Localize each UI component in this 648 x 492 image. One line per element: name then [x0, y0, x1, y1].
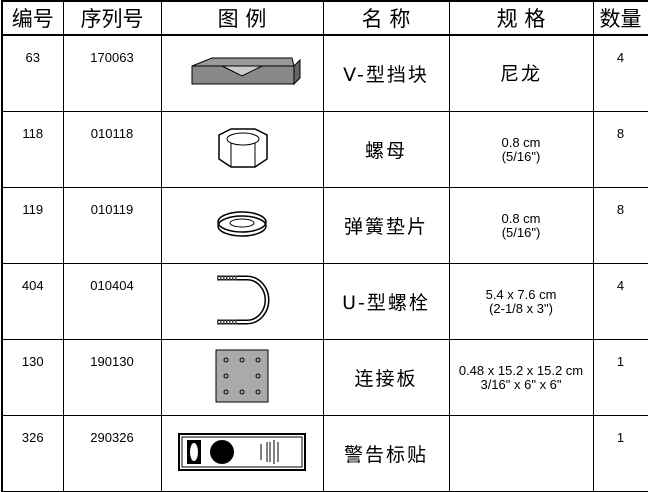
spec-line: (5/16") — [501, 148, 541, 164]
spec-line: (2-1/8 x 3") — [489, 300, 553, 316]
serial-cell: 010118 — [62, 111, 162, 188]
spec-cell: 尼龙 — [448, 34, 594, 112]
header-cell: 规 格 — [448, 0, 594, 36]
id-cell: 118 — [1, 111, 64, 188]
spec-cell: 0.8 cm (5/16") — [448, 187, 594, 264]
qty-cell: 4 — [592, 263, 648, 340]
table-row: 63 170063 V-型挡块 尼龙 4 — [1, 34, 648, 112]
table-row: 119 010119 弹簧垫片 0.8 cm (5/16") 8 — [1, 187, 648, 264]
qty-cell: 4 — [592, 34, 648, 112]
table-row: 404 010404 U-型螺栓 5.4 x 7.6 cm (2-1/8 x 3") 4 — [1, 263, 648, 340]
spec-cell: 5.4 x 7.6 cm (2-1/8 x 3") — [448, 263, 594, 340]
id-cell: 404 — [1, 263, 64, 340]
header-cell: 数量 — [592, 0, 648, 36]
header-cell: 编号 — [1, 0, 64, 36]
name-cell: U-型螺栓 — [322, 263, 450, 340]
serial-cell: 010404 — [62, 263, 162, 340]
icon-cell — [160, 415, 324, 492]
id-cell: 130 — [1, 339, 64, 416]
nut-icon — [218, 128, 268, 168]
icon-cell — [160, 263, 324, 340]
header-row: 编号 序列号 图 例 名 称 规 格 数量 — [1, 0, 648, 36]
spec-cell: 0.8 cm (5/16") — [448, 111, 594, 188]
icon-cell — [160, 339, 324, 416]
spec-line: 尼龙 — [499, 62, 542, 85]
spec-line: 0.8 cm — [501, 134, 541, 150]
header-cell: 名 称 — [322, 0, 450, 36]
lock-washer-icon — [217, 211, 267, 237]
icon-cell — [160, 34, 324, 112]
name-cell: V-型挡块 — [322, 34, 450, 112]
table-row: 130 190130 连接板 0.48 x 15.2 x 15.2 cm 3/16" x… — [1, 339, 648, 416]
v-block-icon — [191, 57, 301, 86]
spec-line: (5/16") — [501, 224, 541, 240]
header-cell: 图 例 — [160, 0, 324, 36]
icon-cell — [160, 111, 324, 188]
spec-cell: 0.48 x 15.2 x 15.2 cm 3/16" x 6" x 6" — [448, 339, 594, 416]
table-row: 118 010118 螺母 0.8 cm (5/16") 8 — [1, 111, 648, 188]
id-cell: 119 — [1, 187, 64, 264]
name-cell: 警告标贴 — [322, 415, 450, 492]
serial-cell: 190130 — [62, 339, 162, 416]
qty-cell: 8 — [592, 187, 648, 264]
spec-line: 0.8 cm — [501, 210, 541, 226]
name-cell: 螺母 — [322, 111, 450, 188]
id-cell: 63 — [1, 34, 64, 112]
header-cell: 序列号 — [62, 0, 162, 36]
name-cell: 弹簧垫片 — [322, 187, 450, 264]
spec-line: 0.48 x 15.2 x 15.2 cm — [458, 362, 584, 378]
serial-cell: 010119 — [62, 187, 162, 264]
qty-cell: 8 — [592, 111, 648, 188]
qty-cell: 1 — [592, 339, 648, 416]
u-bolt-icon — [217, 275, 270, 325]
icon-cell — [160, 187, 324, 264]
serial-cell: 170063 — [62, 34, 162, 112]
spec-line: 5.4 x 7.6 cm — [485, 286, 557, 302]
table-row: 326 290326 警告标贴 1 — [1, 415, 648, 492]
name-cell: 连接板 — [322, 339, 450, 416]
table-body: 63 170063 V-型挡块 尼龙 4 118 010118 螺母 0.8 cm (5/16")… — [1, 34, 648, 492]
warning-label-icon — [178, 433, 306, 471]
spec-cell — [448, 415, 594, 492]
spec-line: 3/16" x 6" x 6" — [480, 376, 562, 392]
serial-cell: 290326 — [62, 415, 162, 492]
plate-icon — [215, 349, 269, 403]
id-cell: 326 — [1, 415, 64, 492]
qty-cell: 1 — [592, 415, 648, 492]
